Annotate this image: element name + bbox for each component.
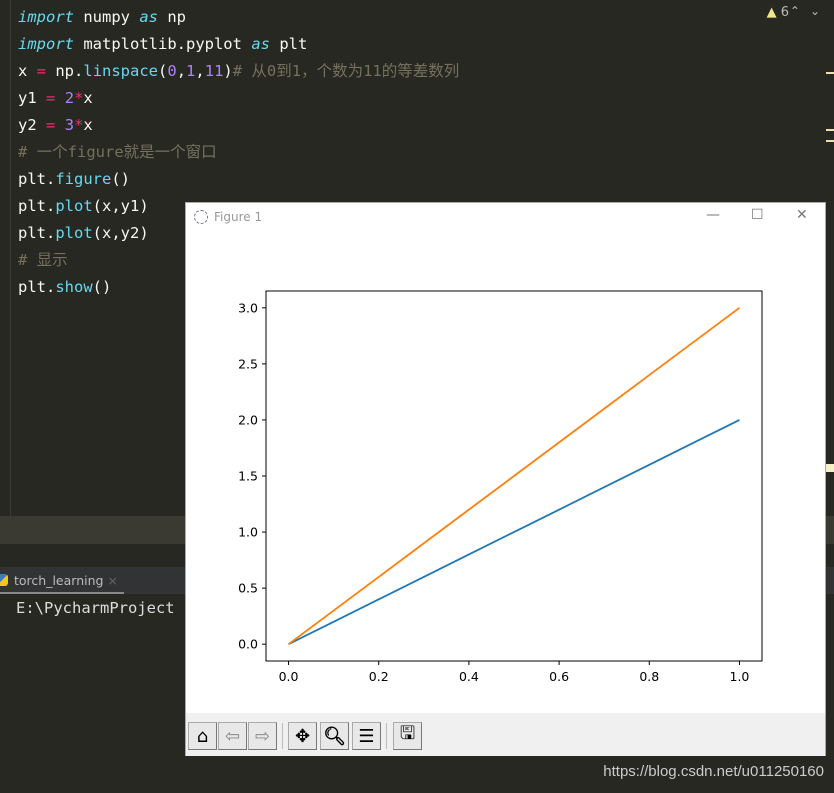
- prev-next-highlight[interactable]: ⌃⌄: [789, 4, 830, 18]
- x-tick-label: 0.8: [639, 669, 659, 684]
- console-output: E:\PycharmProject: [16, 599, 175, 617]
- code-line[interactable]: # 一个figure就是一个窗口: [18, 143, 217, 161]
- y-tick-label: 1.0: [238, 525, 258, 540]
- code-line[interactable]: x = np.linspace(0,1,11)# 从0到1，个数为11的等差数列: [18, 62, 460, 80]
- figure-window: Figure 1 — ☐ ✕ 0.0 0.2 0.4 0.6 0.8 1.0 0.0 0.5 1…: [185, 202, 826, 756]
- code-line[interactable]: import matplotlib.pyplot as plt: [18, 35, 308, 53]
- x-tick-label: 0.0: [279, 669, 299, 684]
- window-titlebar[interactable]: Figure 1 — ☐ ✕: [186, 203, 825, 233]
- x-tick-label: 0.2: [369, 669, 389, 684]
- code-line[interactable]: plt.show(): [18, 278, 112, 296]
- code-line[interactable]: y1 = 2*x: [18, 89, 93, 107]
- close-button[interactable]: ✕: [796, 207, 808, 223]
- python-icon: [0, 574, 8, 586]
- warnings-indicator[interactable]: ▲ 6: [767, 5, 789, 20]
- watermark: https://blog.csdn.net/u011250160: [603, 763, 824, 780]
- save-icon[interactable]: 🖫: [393, 722, 422, 750]
- home-icon[interactable]: ⌂: [188, 722, 217, 750]
- code-line[interactable]: # 显示: [18, 251, 68, 269]
- plot-canvas[interactable]: 0.0 0.2 0.4 0.6 0.8 1.0 0.0 0.5 1.0 1.5 2.0 2.5 3.0: [186, 233, 825, 713]
- navigation-toolbar: ⌂ ⇦ ⇨ ✥ 🔍︎ ☰ 🖫: [186, 713, 825, 756]
- run-tab-label: torch_learning: [14, 573, 104, 588]
- series-line-1: [288, 419, 740, 645]
- back-icon[interactable]: ⇦: [218, 722, 247, 750]
- warning-count: 6: [780, 5, 789, 20]
- y-tick-label: 2.5: [238, 356, 258, 371]
- scroll-mark: [826, 464, 834, 472]
- x-tick-label: 0.6: [549, 669, 569, 684]
- code-line[interactable]: import numpy as np: [18, 8, 186, 26]
- warning-icon: ▲: [766, 5, 777, 20]
- gutter: [10, 0, 11, 520]
- y-tick-label: 0.5: [238, 581, 258, 596]
- pan-icon[interactable]: ✥: [288, 722, 317, 750]
- forward-icon[interactable]: ⇨: [248, 722, 277, 750]
- run-tab[interactable]: torch_learning ×: [0, 567, 124, 594]
- y-tick-label: 0.0: [238, 637, 258, 652]
- y-tick-label: 3.0: [238, 300, 258, 315]
- maximize-button[interactable]: ☐: [751, 207, 764, 223]
- scroll-mark: [826, 140, 834, 142]
- x-tick-label: 0.4: [459, 669, 479, 684]
- y-tick-label: 1.5: [238, 469, 258, 484]
- scroll-mark: [826, 72, 834, 74]
- configure-subplots-icon[interactable]: ☰: [352, 722, 381, 750]
- window-title: Figure 1: [214, 210, 263, 224]
- series-line-2: [288, 307, 740, 645]
- zoom-icon[interactable]: 🔍︎: [320, 722, 349, 750]
- x-tick-label: 1.0: [730, 669, 750, 684]
- code-line[interactable]: plt.figure(): [18, 170, 131, 188]
- scroll-mark: [826, 129, 834, 131]
- code-line[interactable]: y2 = 3*x: [18, 116, 93, 134]
- minimize-button[interactable]: —: [706, 207, 720, 223]
- close-tab-icon[interactable]: ×: [107, 573, 118, 588]
- y-tick-label: 2.0: [238, 412, 258, 427]
- matplotlib-logo-icon: [194, 210, 208, 224]
- code-line[interactable]: plt.plot(x,y2): [18, 224, 149, 242]
- code-line[interactable]: plt.plot(x,y1): [18, 197, 149, 215]
